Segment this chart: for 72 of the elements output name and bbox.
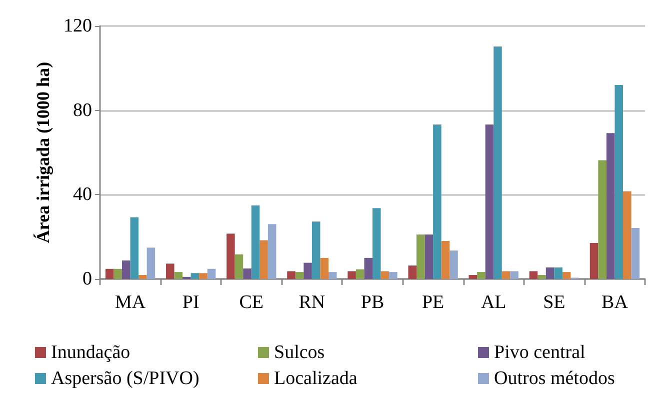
bar bbox=[408, 266, 417, 279]
bar bbox=[529, 271, 538, 279]
bar bbox=[380, 271, 390, 279]
bar bbox=[554, 267, 562, 279]
bar bbox=[477, 272, 486, 279]
x-tick-label: RN bbox=[298, 292, 326, 313]
bar bbox=[389, 272, 398, 279]
bar bbox=[226, 234, 235, 279]
y-axis-title: Área irrigada (1000 ha) bbox=[33, 62, 53, 244]
bar bbox=[174, 272, 183, 279]
bar bbox=[546, 267, 554, 279]
bar bbox=[146, 248, 156, 279]
bar bbox=[304, 262, 312, 279]
bar bbox=[312, 221, 320, 279]
bar bbox=[234, 254, 244, 279]
legend-label: Aspersão (S/PIVO) bbox=[51, 368, 200, 389]
bar bbox=[590, 242, 598, 279]
bar bbox=[433, 124, 442, 279]
bar bbox=[538, 274, 546, 279]
bar bbox=[114, 268, 122, 279]
bar bbox=[260, 240, 268, 279]
x-tick-label: MA bbox=[114, 292, 146, 313]
bar bbox=[468, 274, 478, 279]
bar bbox=[207, 268, 216, 279]
bar bbox=[348, 271, 356, 279]
bar bbox=[494, 46, 502, 279]
x-tick-label: AL bbox=[480, 292, 506, 313]
bar bbox=[562, 272, 571, 279]
bar bbox=[372, 208, 381, 279]
bar bbox=[328, 272, 337, 279]
bar bbox=[510, 271, 518, 279]
y-tick-label: 40 bbox=[73, 184, 92, 206]
x-tick-label: PI bbox=[182, 292, 200, 313]
bar bbox=[450, 250, 458, 279]
legend-label: Pivo central bbox=[494, 342, 586, 363]
legend-label: Localizada bbox=[274, 368, 358, 389]
bar bbox=[166, 264, 174, 279]
bar bbox=[606, 133, 615, 279]
bar bbox=[502, 271, 510, 279]
bar bbox=[356, 269, 364, 279]
bar bbox=[598, 160, 606, 279]
legend-label: Inundação bbox=[51, 342, 130, 363]
bar bbox=[138, 274, 147, 279]
bar bbox=[485, 124, 494, 279]
bar bbox=[364, 258, 372, 279]
bar bbox=[416, 234, 425, 279]
bar bbox=[295, 272, 304, 279]
bar bbox=[190, 273, 200, 279]
bar bbox=[199, 273, 208, 279]
x-tick-label: SE bbox=[543, 292, 566, 313]
bar bbox=[243, 268, 252, 279]
legend-label: Sulcos bbox=[274, 342, 325, 363]
bar bbox=[122, 260, 130, 279]
x-tick-label: PB bbox=[360, 292, 384, 313]
bar bbox=[130, 217, 139, 279]
bar bbox=[441, 241, 450, 279]
bar bbox=[623, 191, 632, 279]
y-tick-label: 0 bbox=[82, 268, 92, 290]
bar bbox=[320, 258, 328, 279]
bar bbox=[287, 271, 296, 279]
y-tick-label: 80 bbox=[73, 100, 92, 121]
x-tick-label: BA bbox=[602, 292, 628, 313]
legend-label: Outros métodos bbox=[494, 368, 615, 389]
bar bbox=[251, 205, 260, 279]
y-tick-label: 120 bbox=[64, 16, 92, 36]
bar bbox=[614, 85, 623, 279]
bar bbox=[268, 224, 276, 279]
x-tick-label: PE bbox=[422, 292, 444, 313]
bar bbox=[631, 228, 640, 279]
x-tick-label: CE bbox=[239, 292, 264, 313]
bar bbox=[424, 234, 434, 279]
bar bbox=[105, 268, 114, 279]
